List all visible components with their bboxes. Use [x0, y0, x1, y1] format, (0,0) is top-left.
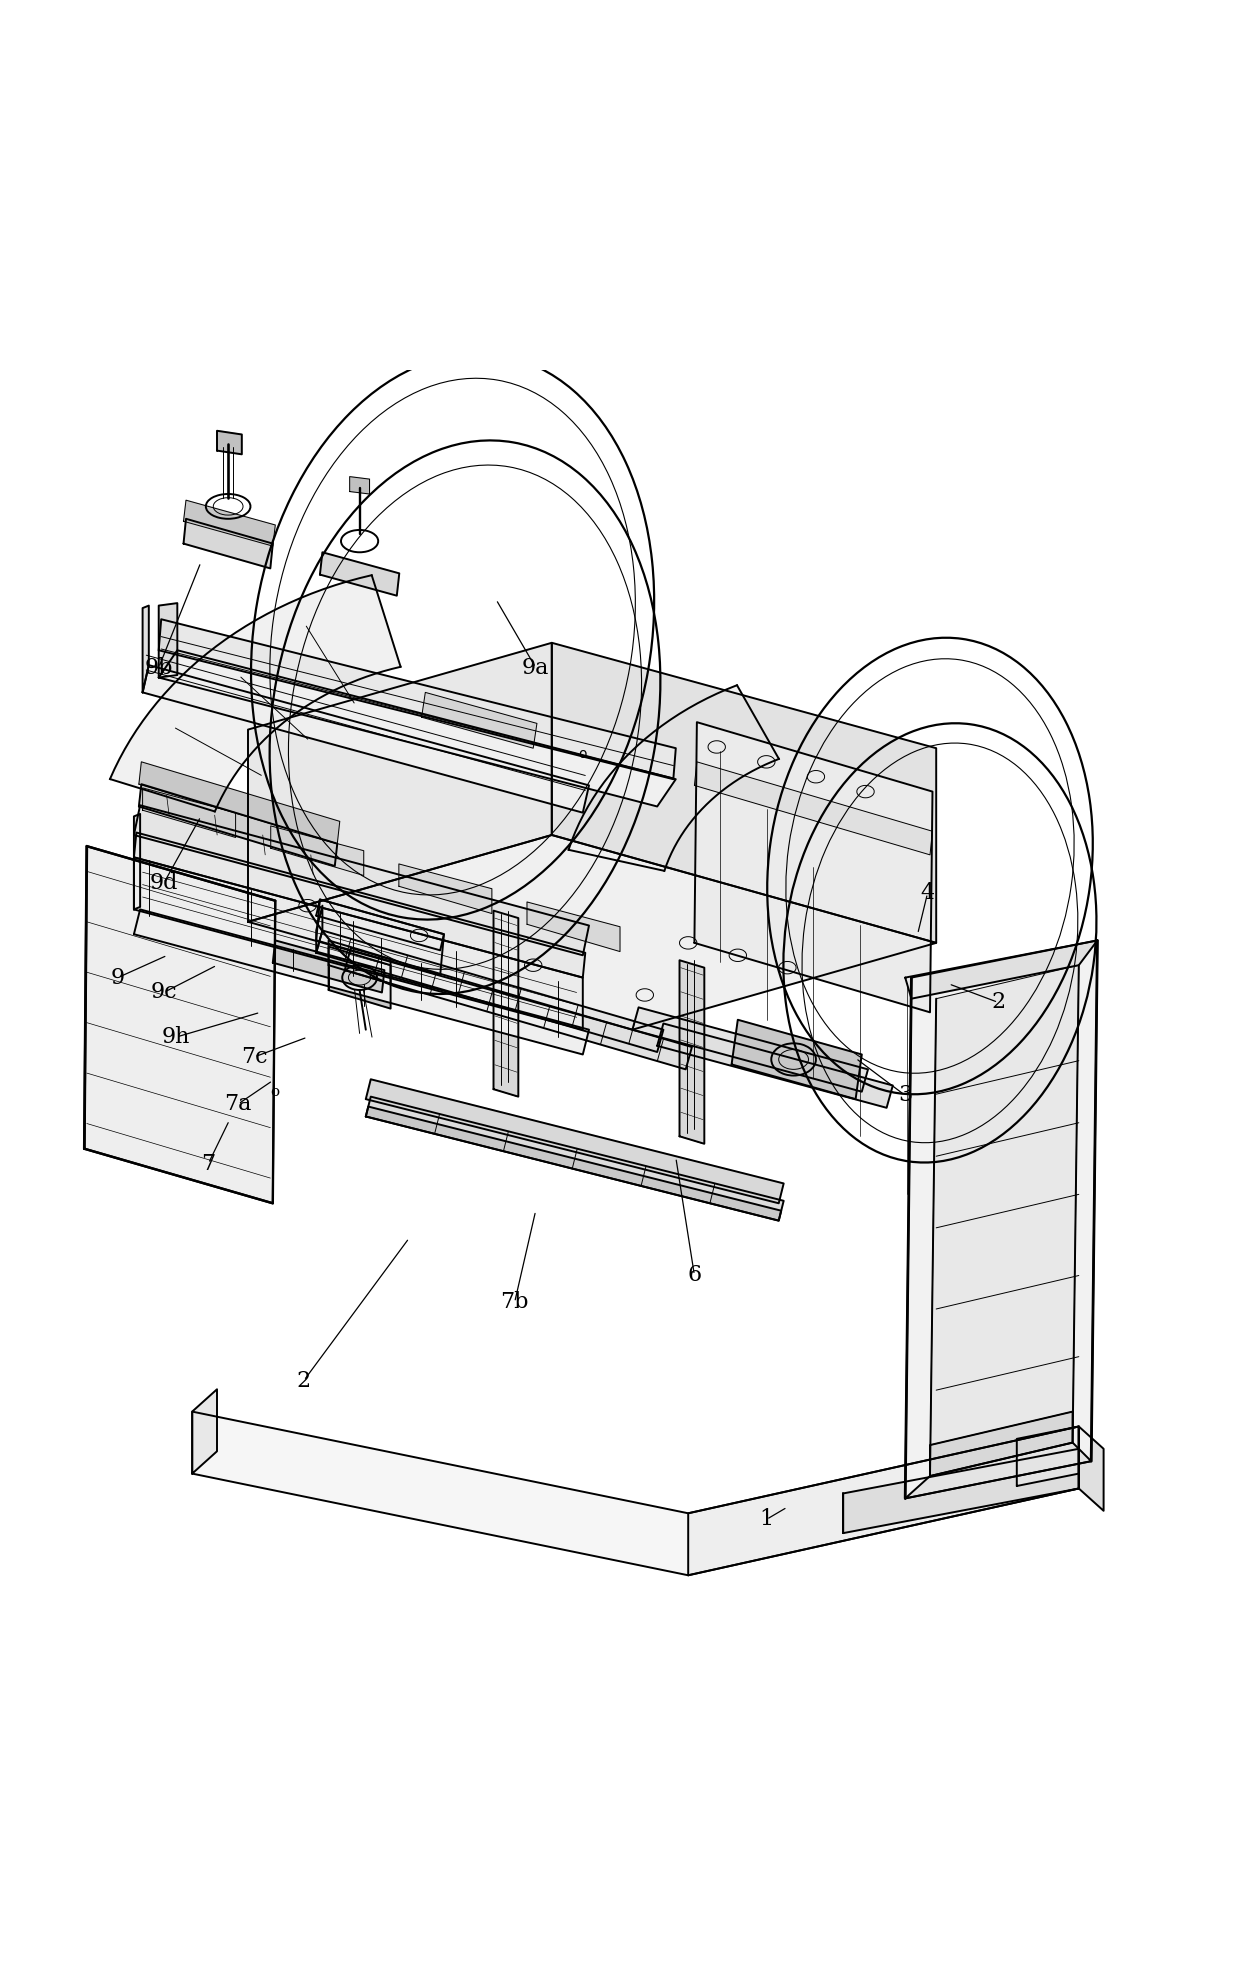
Polygon shape — [192, 1412, 1079, 1576]
Text: 1: 1 — [759, 1509, 774, 1531]
Polygon shape — [843, 1449, 1079, 1533]
Text: 4: 4 — [920, 883, 935, 905]
Text: o: o — [579, 746, 587, 762]
Polygon shape — [134, 857, 583, 1030]
Polygon shape — [143, 788, 236, 838]
Polygon shape — [192, 1390, 217, 1473]
Polygon shape — [184, 501, 275, 546]
Text: 7b: 7b — [501, 1291, 528, 1313]
Polygon shape — [159, 604, 177, 677]
Polygon shape — [139, 762, 340, 843]
Polygon shape — [694, 762, 932, 855]
Text: 9: 9 — [110, 966, 125, 988]
Polygon shape — [732, 1020, 862, 1099]
Polygon shape — [399, 863, 492, 913]
Polygon shape — [134, 832, 585, 978]
Polygon shape — [422, 693, 537, 748]
Text: 7a: 7a — [224, 1093, 252, 1115]
Polygon shape — [930, 964, 1079, 1475]
Text: 9h: 9h — [162, 1026, 190, 1047]
Polygon shape — [143, 606, 149, 693]
Polygon shape — [350, 477, 370, 493]
Polygon shape — [139, 784, 337, 865]
Polygon shape — [632, 1008, 868, 1091]
Polygon shape — [134, 814, 140, 909]
Text: 2: 2 — [991, 992, 1006, 1014]
Polygon shape — [320, 552, 399, 596]
Polygon shape — [316, 931, 663, 1051]
Polygon shape — [316, 899, 444, 974]
Polygon shape — [366, 1107, 781, 1220]
Text: 3: 3 — [898, 1085, 913, 1107]
Polygon shape — [905, 940, 1097, 998]
Polygon shape — [143, 665, 589, 812]
Polygon shape — [1017, 1426, 1079, 1487]
Polygon shape — [134, 909, 589, 1055]
Polygon shape — [930, 1412, 1073, 1475]
Polygon shape — [159, 620, 676, 780]
Polygon shape — [329, 946, 391, 1008]
Polygon shape — [248, 836, 936, 1030]
Polygon shape — [217, 432, 242, 453]
Polygon shape — [569, 685, 779, 871]
Polygon shape — [905, 940, 1097, 1499]
Polygon shape — [657, 1024, 893, 1107]
Polygon shape — [84, 845, 275, 1204]
Text: 7: 7 — [201, 1152, 216, 1174]
Text: 2: 2 — [296, 1370, 311, 1392]
Text: 6: 6 — [687, 1263, 702, 1287]
Polygon shape — [905, 1443, 1091, 1499]
Polygon shape — [366, 1079, 784, 1204]
Text: 9a: 9a — [522, 657, 549, 679]
Polygon shape — [248, 644, 552, 923]
Polygon shape — [527, 903, 620, 952]
Polygon shape — [316, 899, 444, 950]
Polygon shape — [316, 905, 322, 952]
Polygon shape — [270, 826, 363, 875]
Polygon shape — [688, 1426, 1079, 1576]
Polygon shape — [184, 519, 273, 568]
Text: o: o — [270, 1085, 280, 1099]
Polygon shape — [1079, 1426, 1104, 1511]
Polygon shape — [273, 940, 384, 992]
Polygon shape — [494, 911, 518, 1097]
Polygon shape — [134, 806, 589, 954]
Text: 9c: 9c — [150, 982, 177, 1004]
Polygon shape — [680, 960, 704, 1144]
Text: 9b: 9b — [145, 657, 172, 679]
Text: 9d: 9d — [150, 873, 177, 895]
Text: 7c: 7c — [241, 1045, 268, 1067]
Polygon shape — [552, 644, 936, 942]
Polygon shape — [329, 940, 391, 984]
Polygon shape — [694, 723, 932, 1012]
Polygon shape — [159, 649, 676, 806]
Polygon shape — [366, 1097, 784, 1220]
Polygon shape — [110, 576, 401, 812]
Polygon shape — [345, 948, 692, 1069]
